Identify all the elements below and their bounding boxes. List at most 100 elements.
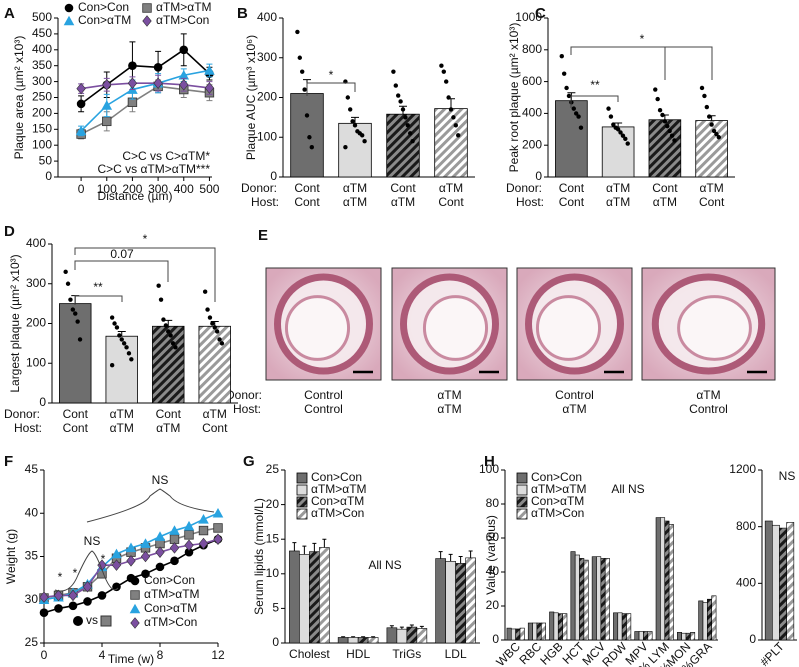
legend-label: αTM>αTM <box>144 587 200 601</box>
key-marker <box>73 616 83 626</box>
y-tick-label: 200 <box>522 137 542 151</box>
annotation: NS <box>84 534 101 548</box>
data-point <box>304 113 310 118</box>
legend-swatch <box>516 472 528 484</box>
error-bar <box>399 626 404 630</box>
y-tick-label: 5 <box>272 601 279 615</box>
bracket <box>570 95 619 108</box>
data-point <box>302 87 307 92</box>
bracket <box>570 46 713 80</box>
y-tick-label: 300 <box>26 276 46 290</box>
bar <box>357 637 369 644</box>
data-point <box>198 525 209 536</box>
y-tick-label: 100 <box>26 355 46 369</box>
data-point <box>75 319 80 324</box>
data-point <box>212 325 217 330</box>
y-tick-label: 80 <box>486 496 500 510</box>
y-tick-label: 10 <box>266 566 280 580</box>
plaque <box>422 295 489 361</box>
data-point <box>653 87 658 92</box>
data-point <box>124 345 129 350</box>
data-point <box>83 597 92 606</box>
y-axis-label: Weight (g) <box>4 529 18 584</box>
data-point <box>207 315 213 320</box>
data-point <box>73 311 78 316</box>
data-point <box>68 297 73 302</box>
x-tick-label: RBC <box>516 639 544 667</box>
data-point <box>711 128 717 134</box>
annotation: * <box>143 232 148 246</box>
panel-letter: E <box>258 227 268 244</box>
bracket <box>54 550 119 592</box>
legend-label: αTM>Con <box>144 615 197 629</box>
bar <box>647 631 653 641</box>
panel-letter: F <box>4 453 13 470</box>
error-bar <box>341 636 346 638</box>
data-point <box>76 82 86 95</box>
legend-swatch <box>516 496 528 508</box>
y-tick-label: 100 <box>479 462 499 476</box>
annotation: C>C vs αTM>αTM*** <box>97 162 210 176</box>
data-point <box>63 269 68 275</box>
x-tick-label: 8 <box>157 648 164 662</box>
data-point <box>707 114 712 119</box>
error-bar <box>409 624 414 628</box>
y-tick-label: 400 <box>32 42 52 56</box>
host-label: αTM <box>437 402 461 416</box>
x-tick-label: αTM <box>343 181 367 195</box>
data-point <box>68 589 78 602</box>
bar <box>506 627 512 641</box>
annotation: NS <box>779 469 796 483</box>
legend-label: αTM>Con <box>311 506 364 520</box>
data-point <box>453 123 458 128</box>
y-tick-label: 800 <box>522 42 542 56</box>
bar <box>681 632 687 641</box>
bar <box>643 631 649 641</box>
x-tick-label: αTM <box>606 195 630 209</box>
data-point <box>408 131 413 136</box>
x-tick-label: αTM <box>439 181 463 195</box>
data-point <box>611 122 616 127</box>
data-point <box>111 548 122 559</box>
data-point <box>129 357 134 362</box>
bar <box>435 558 446 644</box>
y-tick-label: 400 <box>26 236 46 250</box>
data-point <box>307 135 312 140</box>
x-tick-label: αTM <box>110 421 134 435</box>
x-tick-label: Cont <box>63 421 89 435</box>
data-point <box>566 93 572 99</box>
x-tick-label: TriGs <box>392 647 421 661</box>
x-tick-label: αTM <box>203 407 227 421</box>
legend-label: αTM>αTM <box>311 482 367 496</box>
data-point <box>608 114 614 119</box>
bar <box>289 550 300 644</box>
legend-marker <box>142 3 152 13</box>
x-tick-label: αTM <box>699 181 723 195</box>
data-point <box>169 525 180 535</box>
data-point <box>205 307 210 312</box>
annotation: 0.07 <box>110 247 134 261</box>
bar <box>527 622 533 641</box>
error-bar <box>312 542 317 552</box>
error-bar <box>322 538 327 548</box>
data-point <box>163 323 169 328</box>
x-tick-label: HGB <box>537 639 565 667</box>
error-bar <box>438 551 443 559</box>
data-point <box>155 562 165 572</box>
y-tick-label: 50 <box>39 153 53 167</box>
bar <box>319 547 330 644</box>
annotation: * <box>640 32 645 46</box>
key-marker <box>100 615 112 627</box>
data-point <box>178 69 190 80</box>
data-point <box>446 95 451 100</box>
x-axis-label: Time (w) <box>108 652 154 666</box>
y-tick-label: 0 <box>492 632 499 646</box>
bar <box>386 627 398 644</box>
x-tick-label: 500 <box>199 182 219 196</box>
bar <box>515 628 521 641</box>
bar <box>347 637 359 644</box>
y-tick-label: 1200 <box>729 462 756 476</box>
data-point <box>400 107 406 112</box>
data-point <box>360 133 365 138</box>
row-label: Host: <box>516 195 544 209</box>
